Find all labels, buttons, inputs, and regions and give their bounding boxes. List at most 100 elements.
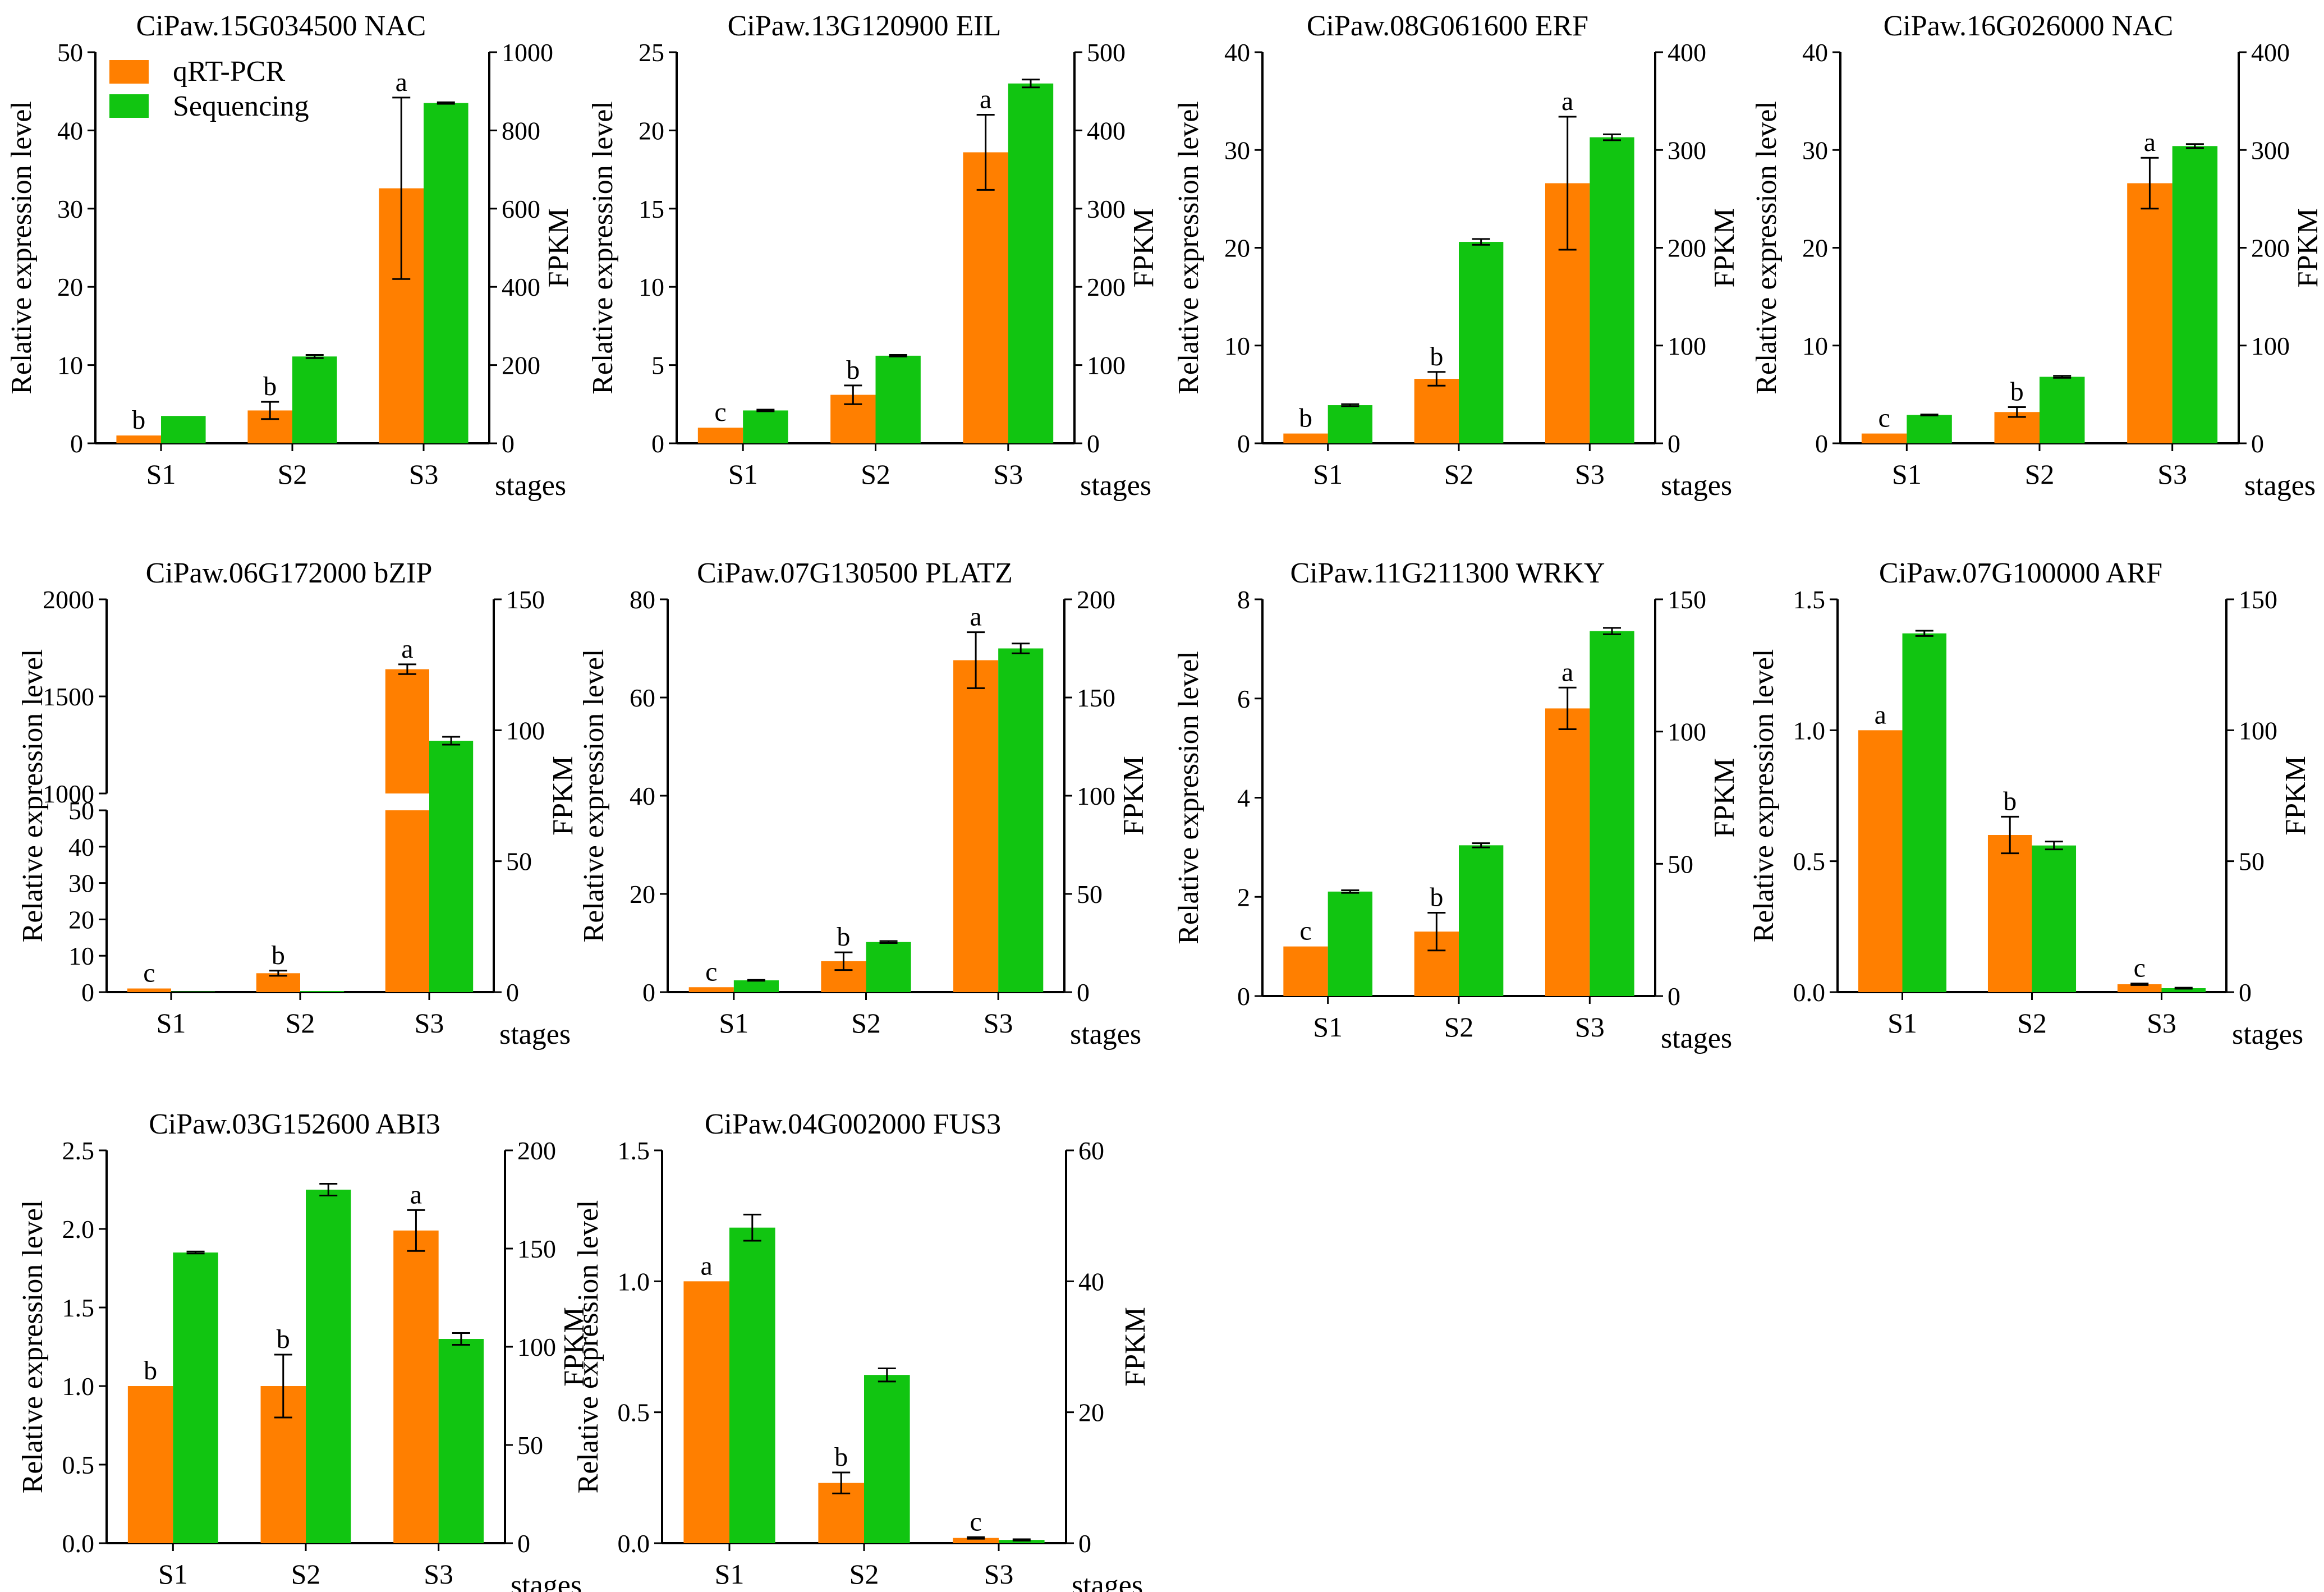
x-tick-label: S3	[424, 1558, 453, 1590]
significance-letter: b	[277, 1324, 290, 1354]
legend-swatch-sequencing	[109, 94, 149, 118]
x-tick-label: S2	[286, 1007, 315, 1039]
chart-title: CiPaw.07G130500 PLATZ	[697, 557, 1013, 589]
x-tick-label: S1	[1887, 1007, 1917, 1039]
x-axis-label: stages	[2244, 470, 2316, 502]
y2-tick-label: 400	[1668, 38, 1706, 67]
bar-qrt-pcr-S1	[683, 1281, 729, 1543]
y2-tick-label: 400	[2251, 38, 2290, 67]
chart-title: CiPaw.04G002000 FUS3	[705, 1108, 1001, 1140]
x-tick-label: S2	[278, 458, 307, 490]
y2-tick-label: 150	[517, 1235, 556, 1263]
significance-letter: c	[714, 397, 726, 427]
y-tick-label: 8	[1237, 585, 1250, 614]
y-tick-label: 5	[651, 351, 664, 380]
y2-tick-label: 200	[1087, 273, 1126, 301]
bar-qrt-pcr-S1	[127, 1386, 173, 1543]
bar-sequencing-S2	[875, 355, 921, 443]
significance-letter: a	[410, 1180, 422, 1209]
y-axis-label: Relative expression level	[587, 101, 619, 394]
y-tick-label: 10	[1802, 332, 1828, 360]
chart-panel-4: CiPaw.16G026000 NAC010203040010020030040…	[1751, 10, 2324, 502]
y-axis-label: Relative expression level	[1173, 101, 1205, 394]
bar-qrt-pcr-S3	[963, 152, 1008, 443]
bar-sequencing-S3	[2161, 988, 2206, 992]
y-tick-label: 40	[57, 116, 83, 145]
bar-sequencing-S2	[292, 356, 337, 443]
y2-tick-label: 300	[1668, 136, 1706, 164]
chart-panel-10: CiPaw.04G002000 FUS3 0.0 0.5 1.0 1.5 0 20 40 60 R…	[572, 1108, 1151, 1592]
y-tick-label: 0	[81, 978, 94, 1007]
y2-axis-label: FPKM	[543, 208, 575, 288]
x-tick-label: S1	[1892, 458, 1922, 490]
bar-sequencing-S1	[1328, 891, 1372, 996]
chart-title: CiPaw.07G100000 ARF	[1879, 557, 2162, 589]
y-tick-label: 20	[639, 116, 664, 145]
y2-tick-label: 150	[506, 585, 545, 614]
y-tick-label: 30	[57, 195, 83, 223]
bar-sequencing-S2	[1459, 242, 1504, 443]
y2-tick-label: 800	[502, 116, 540, 145]
y-tick-label: 0.5	[1793, 847, 1826, 876]
y2-tick-label: 0	[1668, 429, 1680, 458]
x-tick-label: S3	[415, 1007, 444, 1039]
y-tick-label: 1.5	[62, 1293, 95, 1322]
y2-tick-label: 300	[1087, 195, 1126, 223]
x-tick-label: S1	[719, 1007, 748, 1039]
chart-panel-3: CiPaw.08G061600 ERF010203040010020030040…	[1173, 10, 1740, 502]
y-tick-label: 1.0	[618, 1267, 650, 1296]
y-tick-label: 40	[1802, 38, 1828, 67]
bar-sequencing-S2	[1459, 845, 1504, 996]
x-tick-label: S3	[2157, 458, 2187, 490]
bar-qrt-pcr-S3	[2127, 183, 2173, 443]
significance-letter: b	[2010, 377, 2024, 407]
bar-sequencing-S1	[161, 416, 206, 443]
y-axis-label: Relative expression level	[6, 101, 38, 394]
y-axis-label: Relative expression level	[17, 1200, 49, 1494]
chart-panel-8: CiPaw.07G100000 ARF 0.0 0.5 1.0 1.5 0 50 100 150…	[1748, 557, 2312, 1050]
y-tick-label: 10	[639, 273, 664, 301]
bar-sequencing-S1	[1907, 415, 1952, 443]
chart-title: CiPaw.03G152600 ABI3	[149, 1108, 440, 1140]
x-tick-label: S3	[993, 458, 1023, 490]
x-tick-label: S3	[409, 458, 439, 490]
bar-qrt-pcr-S1	[127, 988, 171, 992]
bar-sequencing-S1	[743, 410, 788, 443]
y2-tick-label: 100	[1668, 718, 1706, 746]
bar-qrt-pcr-S3	[953, 1538, 999, 1543]
y2-axis-label: FPKM	[2292, 208, 2324, 288]
x-tick-label: S2	[2025, 458, 2055, 490]
bar-sequencing-S3	[2172, 146, 2218, 443]
x-axis-label: stages	[1080, 470, 1151, 502]
bar-sequencing-S3	[424, 103, 469, 444]
bar-qrt-pcr-S1	[1858, 730, 1903, 992]
x-tick-label: S2	[2017, 1007, 2047, 1039]
significance-letter: b	[1430, 342, 1443, 371]
y-tick-label: 0.5	[618, 1398, 650, 1427]
significance-letter: a	[401, 634, 413, 664]
bar-qrt-pcr-S1	[697, 428, 743, 443]
y2-axis-label: FPKM	[1118, 756, 1150, 836]
significance-letter: b	[846, 355, 860, 385]
x-tick-label: S2	[291, 1558, 321, 1590]
y-tick-label: 0.0	[62, 1529, 95, 1558]
y2-tick-label: 100	[506, 716, 545, 745]
y2-tick-label: 0	[2251, 429, 2264, 458]
y-tick-label: 25	[639, 38, 664, 67]
y-tick-label: 30	[1224, 136, 1250, 164]
chart-title: CiPaw.08G061600 ERF	[1307, 10, 1588, 42]
significance-letter: b	[834, 1442, 848, 1472]
y-tick-label: 2000	[43, 585, 94, 614]
significance-letter: c	[143, 958, 155, 988]
y2-axis-label: FPKM	[1708, 758, 1740, 838]
y-tick-label: 0	[1237, 982, 1250, 1011]
y-tick-label: 30	[1802, 136, 1828, 164]
chart-panel-5: CiPaw.06G172000 bZIP01020304050100015002…	[17, 557, 579, 1050]
y-tick-label: 20	[1224, 234, 1250, 263]
y2-tick-label: 100	[2239, 716, 2277, 745]
y2-tick-label: 400	[1087, 116, 1126, 145]
y2-axis-label: FPKM	[1708, 208, 1740, 288]
significance-letter: b	[263, 371, 277, 401]
x-axis-label: stages	[1070, 1018, 1141, 1050]
y-tick-label: 0	[642, 978, 655, 1007]
